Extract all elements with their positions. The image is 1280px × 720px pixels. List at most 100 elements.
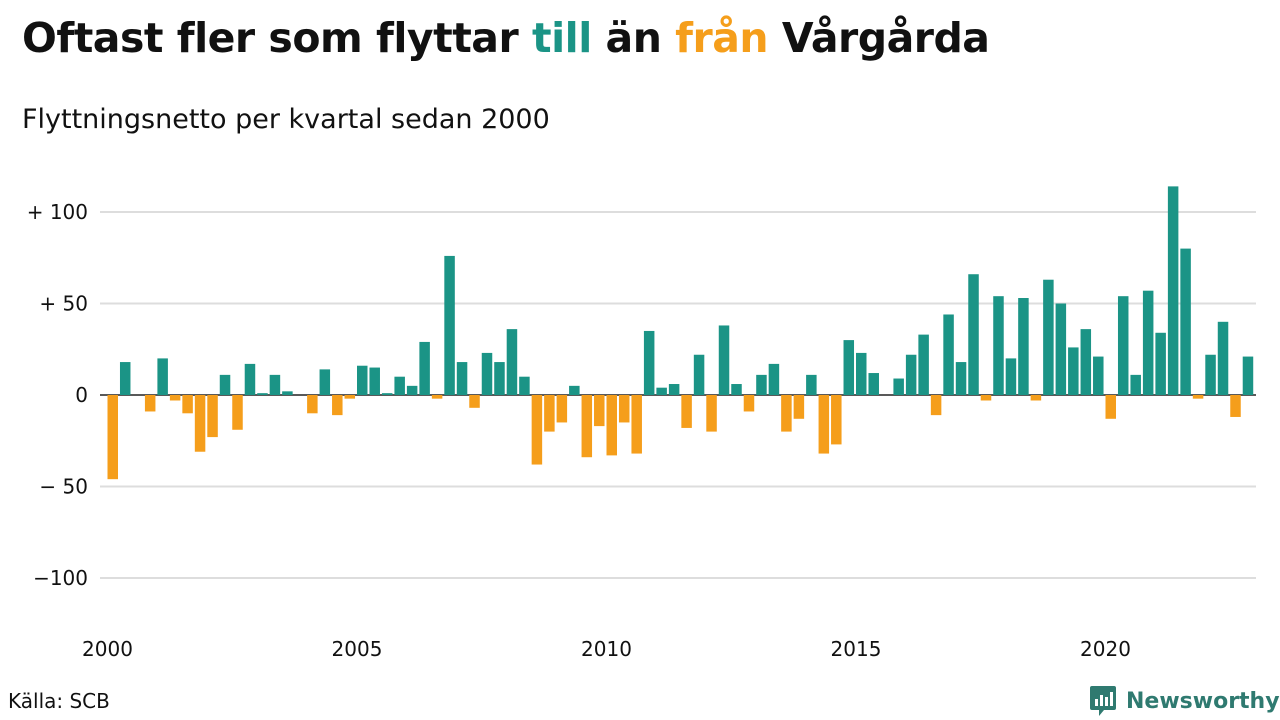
bar (481, 352, 493, 395)
bar (219, 374, 231, 395)
bar (1080, 329, 1092, 395)
bar (980, 395, 992, 401)
brand-logo: Newsworthy (1088, 684, 1280, 718)
bar (955, 362, 967, 395)
bar (394, 376, 405, 395)
bar (1117, 296, 1129, 395)
bar (1005, 358, 1017, 395)
title-part-2: än (591, 14, 676, 62)
y-tick-label: + 50 (39, 292, 88, 316)
bar (232, 395, 243, 430)
bar (668, 384, 680, 395)
x-tick-label: 2020 (1080, 637, 1131, 661)
bar (806, 374, 817, 395)
bar (1217, 321, 1229, 395)
bar (581, 395, 593, 458)
bar (643, 330, 655, 395)
bar (381, 393, 393, 395)
bar (656, 387, 667, 395)
bar (843, 340, 855, 395)
bar (494, 362, 505, 395)
bar (905, 354, 917, 395)
bar (1043, 279, 1054, 395)
bar (257, 393, 268, 395)
bar (893, 378, 904, 395)
x-tick-label: 2005 (332, 637, 383, 661)
bar (1142, 290, 1154, 395)
bar (930, 395, 942, 416)
bar (1068, 347, 1079, 395)
bar (1242, 356, 1254, 395)
bar (431, 395, 443, 399)
bar (1230, 395, 1241, 417)
bar (693, 354, 705, 395)
title-part-3: Vårgårda (768, 14, 990, 62)
bar (1093, 356, 1104, 395)
bar (856, 352, 867, 395)
bar (1030, 395, 1042, 401)
bar (631, 395, 642, 454)
x-tick-label: 2000 (82, 637, 133, 661)
bar (793, 395, 805, 419)
bar (868, 373, 879, 395)
bar (1205, 354, 1216, 395)
newsworthy-logo-icon (1090, 686, 1116, 716)
bar (756, 374, 767, 395)
bar (157, 358, 168, 395)
bar (456, 362, 468, 395)
bar (768, 363, 780, 395)
bar (743, 395, 755, 412)
bar (943, 314, 954, 395)
bar (718, 325, 730, 395)
bar (993, 296, 1004, 395)
bar (419, 341, 430, 395)
bar (1155, 332, 1166, 395)
bar (369, 367, 380, 395)
bar (681, 395, 692, 428)
bar (544, 395, 555, 432)
bar (444, 255, 455, 395)
bar (344, 395, 356, 399)
bar (531, 395, 543, 465)
bar (1105, 395, 1116, 419)
x-tick-label: 2015 (831, 637, 882, 661)
bar (818, 395, 830, 454)
chart-title: Oftast fler som flyttar till än från Vår… (22, 14, 990, 62)
bar (918, 334, 929, 395)
bar (569, 385, 580, 395)
bar (332, 395, 343, 416)
y-tick-label: + 100 (27, 200, 88, 224)
bar (144, 395, 156, 412)
bar (968, 274, 979, 395)
bar (1130, 374, 1141, 395)
source-label: Källa: SCB (8, 689, 110, 713)
bar (1018, 298, 1029, 395)
bar (182, 395, 193, 414)
title-word-fran: från (675, 14, 769, 62)
bar (556, 395, 568, 423)
bar (194, 395, 206, 452)
bar (731, 384, 742, 395)
bar (606, 395, 617, 456)
chart-subtitle: Flyttningsnetto per kvartal sedan 2000 (22, 104, 550, 135)
bar (119, 362, 131, 395)
y-tick-label: 0 (75, 383, 88, 407)
bar (207, 395, 218, 438)
bar (1055, 303, 1067, 395)
bar (831, 395, 842, 445)
bar (244, 363, 256, 395)
bar (282, 391, 293, 395)
title-part-1: Oftast fler som flyttar (22, 14, 532, 62)
bar (169, 395, 181, 401)
bar (469, 395, 480, 408)
bar (506, 329, 518, 395)
bar (319, 369, 331, 395)
x-tick-label: 2010 (581, 637, 632, 661)
bar (1192, 395, 1204, 399)
bar (618, 395, 630, 423)
title-word-till: till (531, 14, 592, 62)
brand-name: Newsworthy (1126, 688, 1280, 714)
bar (1167, 186, 1179, 395)
bar-chart: + 100 + 50 0 − 50 −100 2000 2005 2010 2015 2020 (27, 186, 1256, 661)
bar (781, 395, 792, 432)
